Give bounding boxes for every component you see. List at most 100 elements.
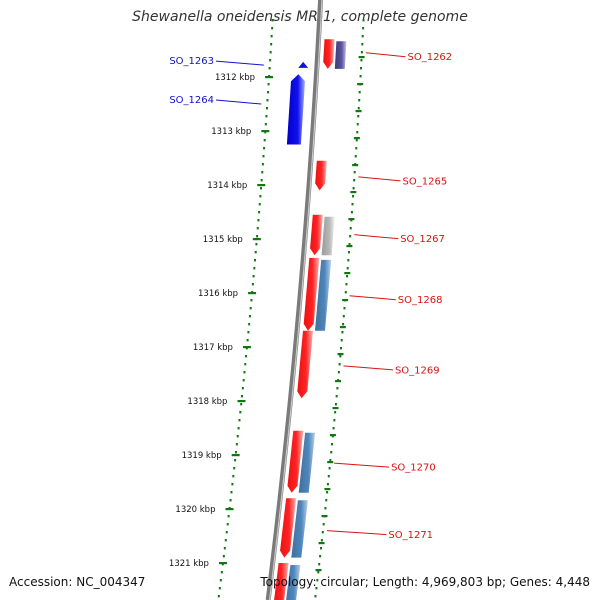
outer-ring-tick bbox=[321, 515, 328, 518]
inner-tick-ring-dot bbox=[229, 499, 232, 502]
inner-tick-ring-dot bbox=[242, 379, 245, 382]
gene-label-SO_1270[interactable]: SO_1270 bbox=[391, 463, 436, 474]
inner-tick-ring-dot bbox=[271, 19, 274, 22]
inner-tick-ring-dot bbox=[255, 243, 258, 246]
cds-SO_1272[interactable] bbox=[284, 565, 301, 600]
inner-tick-ring-dot bbox=[264, 123, 267, 126]
inner-tick-ring-dot bbox=[219, 579, 222, 582]
inner-tick-ring-dot bbox=[247, 331, 250, 334]
inner-tick-ring-dot bbox=[254, 259, 257, 262]
inner-tick-ring-dot bbox=[254, 251, 257, 254]
outer-tick-ring-dot bbox=[329, 459, 332, 462]
gene-SO_1272[interactable] bbox=[273, 563, 289, 600]
outer-ring-tick bbox=[332, 407, 339, 410]
outer-ring-tick bbox=[352, 164, 359, 167]
gene-SO_1270[interactable] bbox=[287, 430, 304, 493]
inner-tick-ring-dot bbox=[259, 195, 262, 198]
outer-tick-ring-dot bbox=[334, 403, 337, 406]
outer-tick-ring-dot bbox=[348, 243, 351, 246]
outer-tick-ring-dot bbox=[320, 547, 323, 550]
outer-tick-ring-dot bbox=[349, 227, 352, 230]
inner-tick-ring-dot bbox=[237, 427, 240, 430]
ruler-tick-label: 1315 kbp bbox=[203, 235, 243, 245]
outer-tick-ring-dot bbox=[345, 283, 348, 286]
gene-label-SO_1267[interactable]: SO_1267 bbox=[400, 234, 445, 245]
gene-SO_1269[interactable] bbox=[297, 330, 313, 399]
gene-labels: SO_1262 SO_1263 SO_1264 SO_1265 SO_1267 SO_12… bbox=[169, 52, 452, 541]
inner-tick-ring-dot bbox=[248, 323, 251, 326]
outer-tick-ring-dot bbox=[359, 75, 362, 78]
cds-SO_1268[interactable] bbox=[315, 259, 332, 331]
inner-tick-ring-dot bbox=[252, 275, 255, 278]
gene-label-SO_1265[interactable]: SO_1265 bbox=[403, 176, 448, 187]
outer-ring-tick bbox=[315, 569, 322, 572]
outer-ring-tick bbox=[350, 191, 357, 194]
outer-tick-ring-dot bbox=[356, 131, 359, 134]
inner-tick-ring-dot bbox=[243, 371, 246, 374]
inner-tick-ring-dot bbox=[270, 43, 273, 46]
outer-ring-tick bbox=[358, 56, 365, 59]
label-leader bbox=[358, 176, 401, 182]
outer-ring-tick bbox=[337, 353, 344, 356]
inner-tick-ring-dot bbox=[248, 315, 251, 318]
ruler-tick-label: 1318 kbp bbox=[187, 397, 227, 407]
outer-tick-ring-dot bbox=[347, 259, 350, 262]
inner-tick-ring-dot bbox=[234, 451, 237, 454]
gene-label-SO_1264[interactable]: SO_1264 bbox=[169, 95, 214, 106]
cds-SO_1271[interactable] bbox=[291, 500, 308, 558]
ruler-tick bbox=[237, 400, 246, 403]
inner-tick-ring-dot bbox=[249, 307, 252, 310]
inner-tick-ring-dot bbox=[246, 339, 249, 342]
outer-tick-ring-dot bbox=[362, 19, 365, 22]
outer-tick-ring-dot bbox=[354, 155, 357, 158]
inner-tick-ring-dot bbox=[234, 459, 237, 462]
inner-tick-ring-dot bbox=[239, 411, 242, 414]
gene-label-SO_1268[interactable]: SO_1268 bbox=[398, 295, 443, 306]
gene-SO_1267[interactable] bbox=[310, 214, 323, 256]
ruler-tick-label: 1313 kbp bbox=[211, 127, 251, 137]
gene-SO_1263[interactable] bbox=[298, 61, 309, 68]
gene-label-SO_1263[interactable]: SO_1263 bbox=[169, 56, 214, 67]
ruler-tick-label: 1314 kbp bbox=[207, 181, 247, 191]
inner-tick-ring-dot bbox=[262, 155, 265, 158]
cds-SO_1267[interactable] bbox=[321, 216, 335, 256]
outer-ring-tick bbox=[346, 245, 353, 248]
inner-tick-ring-dot bbox=[258, 203, 261, 206]
backbone-line bbox=[265, 0, 324, 600]
outer-tick-ring-dot bbox=[332, 427, 335, 430]
gene-SO_1265[interactable] bbox=[315, 160, 327, 191]
outer-tick-ring-dot bbox=[360, 67, 363, 70]
outer-tick-ring-dot bbox=[327, 475, 330, 478]
outer-tick-ring-dot bbox=[337, 371, 340, 374]
gene-SO_1271[interactable] bbox=[280, 498, 297, 558]
gene-SO_1264[interactable] bbox=[286, 74, 305, 145]
outer-tick-ring-dot bbox=[320, 539, 323, 542]
cds-SO_1270[interactable] bbox=[298, 432, 316, 493]
label-leader bbox=[334, 462, 390, 468]
gene-label-SO_1271[interactable]: SO_1271 bbox=[388, 530, 433, 541]
label-leader bbox=[326, 530, 387, 536]
outer-tick-ring-dot bbox=[330, 451, 333, 454]
gene-label-SO_1269[interactable]: SO_1269 bbox=[395, 365, 440, 376]
inner-tick-ring-dot bbox=[241, 387, 244, 390]
cds-SO_1262[interactable] bbox=[334, 41, 347, 69]
inner-tick-ring-dot bbox=[266, 99, 269, 102]
ruler-tick bbox=[231, 454, 240, 457]
ruler-tick bbox=[265, 76, 274, 79]
outer-tick-ring-dot bbox=[342, 323, 345, 326]
outer-tick-ring-dot bbox=[362, 27, 365, 30]
gene-SO_1268[interactable] bbox=[303, 257, 320, 331]
inner-tick-ring-dot bbox=[244, 363, 247, 366]
inner-tick-ring-dot bbox=[261, 163, 264, 166]
outer-tick-ring-dot bbox=[355, 147, 358, 150]
outer-ring-tick bbox=[353, 137, 360, 140]
inner-tick-ring-dot bbox=[265, 115, 268, 118]
outer-tick-ring-dot bbox=[360, 51, 363, 54]
inner-tick-ring-dot bbox=[263, 139, 266, 142]
outer-tick-ring-dot bbox=[342, 315, 345, 318]
inner-tick-ring-dot bbox=[223, 547, 226, 550]
outer-ring-tick bbox=[335, 380, 342, 383]
gene-label-SO_1262[interactable]: SO_1262 bbox=[407, 52, 452, 63]
gene-SO_1262[interactable] bbox=[323, 39, 335, 69]
